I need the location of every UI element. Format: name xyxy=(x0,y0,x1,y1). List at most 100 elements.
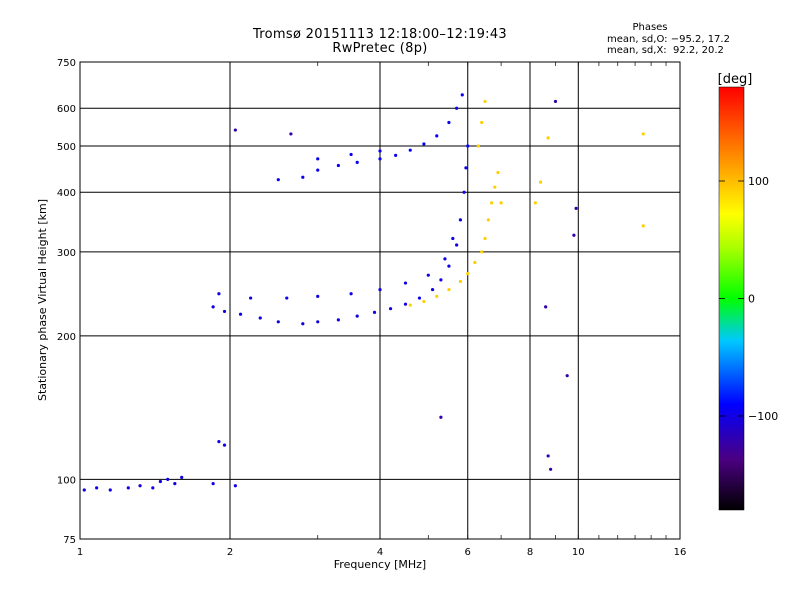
data-point xyxy=(138,484,142,488)
data-point xyxy=(316,168,320,172)
y-tick-label: 400 xyxy=(57,188,76,199)
x-tick-label: 10 xyxy=(572,547,585,558)
x-tick-label: 16 xyxy=(674,547,687,558)
data-point xyxy=(451,236,455,241)
data-point xyxy=(458,279,463,284)
stats-o-line: mean, sd,O: −95.2, 17.2 xyxy=(607,34,730,45)
x-tick-label: 2 xyxy=(227,547,233,558)
data-point xyxy=(496,170,500,175)
data-point xyxy=(378,149,382,153)
data-point xyxy=(417,296,422,300)
colorbar-tick-label: 100 xyxy=(748,175,769,188)
data-point xyxy=(301,322,305,326)
data-point xyxy=(166,477,170,482)
data-point xyxy=(574,206,578,210)
data-point xyxy=(499,201,503,205)
data-point xyxy=(233,484,237,488)
data-point xyxy=(180,475,184,479)
data-point xyxy=(211,481,215,486)
x-tick-label: 8 xyxy=(527,547,533,558)
data-point xyxy=(422,299,426,304)
data-point xyxy=(238,312,243,316)
data-point xyxy=(460,93,464,97)
colorbar-label: [deg] xyxy=(718,72,753,87)
data-point xyxy=(173,481,177,486)
y-tick-label: 100 xyxy=(57,475,76,486)
data-point xyxy=(372,310,377,314)
data-point xyxy=(355,314,359,318)
data-point xyxy=(316,294,320,298)
data-point xyxy=(222,443,227,447)
y-tick-label: 200 xyxy=(57,332,76,343)
data-point xyxy=(641,132,645,136)
data-point xyxy=(95,486,99,490)
data-point xyxy=(455,106,459,110)
data-point xyxy=(233,128,237,132)
data-point xyxy=(435,134,439,138)
data-point xyxy=(538,180,543,184)
data-point xyxy=(473,260,477,265)
data-point xyxy=(572,233,576,237)
data-point xyxy=(403,302,408,306)
data-point xyxy=(480,250,484,254)
data-point xyxy=(217,292,221,296)
data-point xyxy=(546,454,550,458)
y-axis-label: Stationary phase Virtual Height [km] xyxy=(36,199,49,401)
x-tick-label: 4 xyxy=(377,547,383,558)
data-point xyxy=(439,415,443,419)
data-point xyxy=(435,294,439,298)
data-point xyxy=(355,160,359,164)
data-point xyxy=(426,273,430,277)
data-point xyxy=(151,486,155,490)
data-point xyxy=(533,201,537,205)
data-point xyxy=(301,175,305,179)
data-point xyxy=(249,296,253,300)
data-point xyxy=(422,142,426,146)
data-point xyxy=(486,218,490,222)
data-point xyxy=(408,148,412,152)
data-point xyxy=(349,152,353,157)
data-point xyxy=(464,166,468,170)
data-point xyxy=(483,236,487,241)
data-point xyxy=(211,305,215,309)
y-tick-label: 300 xyxy=(57,248,76,259)
data-point xyxy=(285,296,289,300)
data-point xyxy=(447,120,451,125)
data-point xyxy=(394,153,398,157)
data-point xyxy=(108,488,112,492)
data-point xyxy=(316,157,320,161)
data-point xyxy=(458,218,463,222)
data-point xyxy=(336,318,340,322)
data-point xyxy=(430,287,435,292)
data-point xyxy=(378,287,382,292)
data-point xyxy=(549,467,553,471)
data-point xyxy=(443,257,447,261)
colorbar-tick-label: 0 xyxy=(748,293,755,306)
y-tick-label: 500 xyxy=(57,142,76,153)
data-point xyxy=(544,305,548,309)
y-tick-label: 75 xyxy=(63,535,76,546)
data-point xyxy=(378,157,382,161)
data-point xyxy=(258,316,262,320)
data-point xyxy=(493,185,497,189)
chart-subtitle: RwPretec (8p) xyxy=(332,41,428,56)
data-point xyxy=(476,144,480,148)
data-point xyxy=(546,136,550,140)
data-point xyxy=(276,178,280,182)
data-point xyxy=(222,309,227,314)
data-point xyxy=(126,486,130,490)
x-tick-label: 1 xyxy=(77,547,83,558)
data-point xyxy=(82,488,86,492)
data-point xyxy=(316,320,320,324)
data-point xyxy=(553,99,558,104)
x-tick-label: 6 xyxy=(465,547,471,558)
axis-ticks: 1 2 4 6 8 10 16 75 100 200 300 400 500 600 750 xyxy=(57,58,686,558)
data-point xyxy=(565,374,569,378)
data-point xyxy=(480,120,484,125)
data-point xyxy=(466,144,470,148)
x-axis-label: Frequency [MHz] xyxy=(334,558,426,571)
chart-title: Tromsø 20151113 12:18:00–12:19:43 xyxy=(252,27,508,42)
colorbar-ticks: 100 0 −100 xyxy=(719,175,778,423)
data-point xyxy=(490,201,494,205)
